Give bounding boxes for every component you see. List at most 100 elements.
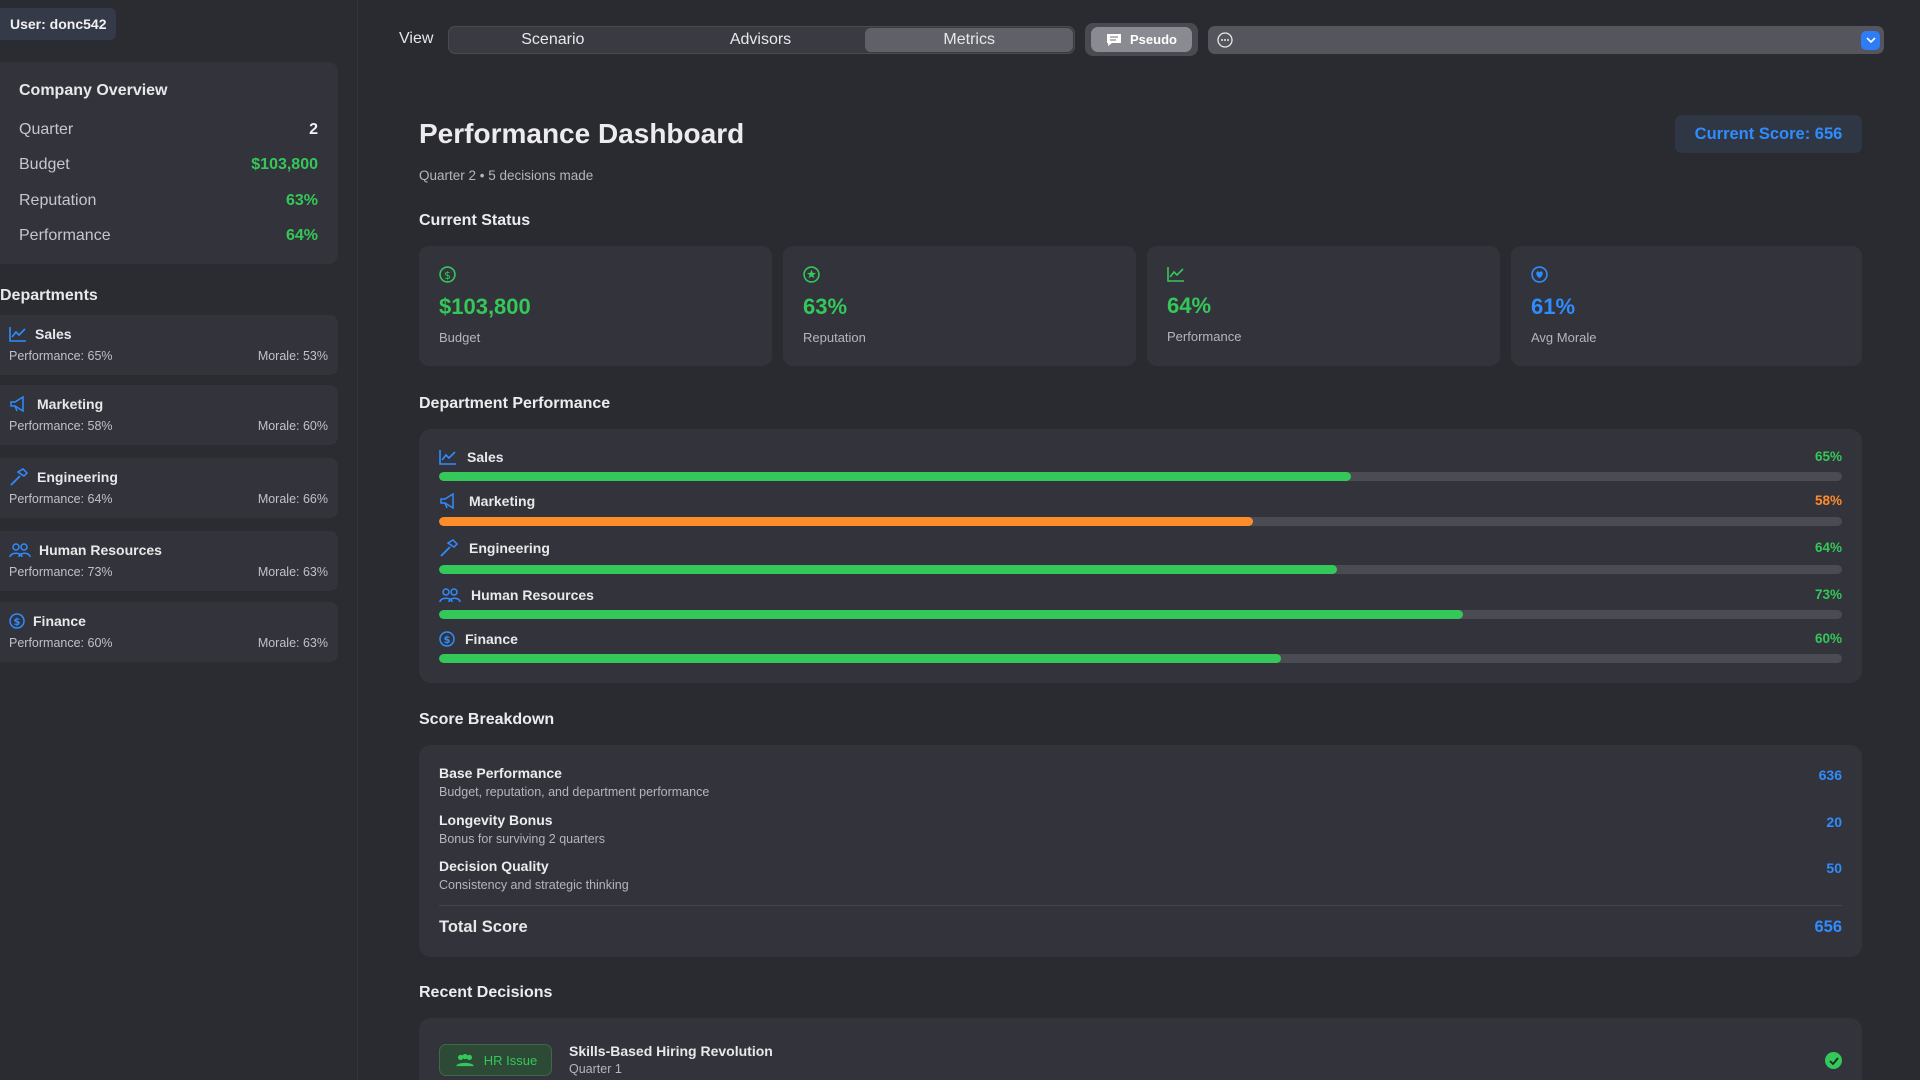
view-label: View xyxy=(399,30,434,47)
chat-bubble-icon xyxy=(1106,33,1122,47)
score-row-longevity-bonus: Longevity Bonus Bonus for surviving 2 qu… xyxy=(439,812,1842,846)
recent-decisions-panel: HR Issue Skills-Based Hiring Revolution … xyxy=(419,1018,1862,1080)
department-name: Sales xyxy=(35,326,72,342)
heart-circle-icon xyxy=(1531,266,1548,283)
progress-track xyxy=(439,654,1842,663)
stat-value: $103,800 xyxy=(439,294,531,319)
progress-fill xyxy=(439,517,1253,526)
sidebar-item-sales[interactable]: Sales Performance: 65% Morale: 53% xyxy=(0,315,338,375)
chevron-down-icon[interactable] xyxy=(1861,31,1880,50)
sidebar: User: donc542 Company Overview Quarter 2… xyxy=(0,0,358,1080)
overview-label: Quarter xyxy=(19,120,74,138)
overview-row-reputation: Reputation 63% xyxy=(19,183,318,219)
department-morale: Morale: 66% xyxy=(257,492,328,506)
total-score-label: Total Score xyxy=(439,918,528,936)
department-morale: Morale: 63% xyxy=(257,565,328,579)
sidebar-item-engineering[interactable]: Engineering Performance: 64% Morale: 66% xyxy=(0,458,338,518)
tab-advisors[interactable]: Advisors xyxy=(729,31,792,48)
score-row-desc: Bonus for surviving 2 quarters xyxy=(439,832,606,846)
hammer-icon xyxy=(9,468,29,486)
decision-tag: HR Issue xyxy=(439,1044,552,1076)
perf-row-pct: 60% xyxy=(1814,631,1842,646)
perf-row-pct: 73% xyxy=(1814,587,1842,602)
overview-label: Reputation xyxy=(19,191,97,209)
company-overview-panel: Company Overview Quarter 2 Budget $103,8… xyxy=(0,62,338,264)
current-status-title: Current Status xyxy=(419,212,531,229)
chart-line-icon xyxy=(439,449,457,465)
departments-title: Departments xyxy=(0,287,98,304)
score-row-name: Base Performance xyxy=(439,765,562,781)
sidebar-item-marketing[interactable]: Marketing Performance: 58% Morale: 60% xyxy=(0,385,338,445)
stat-value: 61% xyxy=(1531,294,1576,319)
overview-value: 2 xyxy=(309,120,318,138)
progress-track xyxy=(439,565,1842,574)
svg-text:$: $ xyxy=(14,617,21,628)
progress-fill xyxy=(439,610,1464,619)
progress-fill xyxy=(439,565,1337,574)
user-badge: User: donc542 xyxy=(0,8,117,40)
stat-label: Avg Morale xyxy=(1531,330,1597,345)
score-row-decision-quality: Decision Quality Consistency and strateg… xyxy=(439,858,1842,892)
pseudo-label: Pseudo xyxy=(1130,32,1177,47)
stat-value: 64% xyxy=(1167,293,1212,318)
department-name: Marketing xyxy=(37,396,104,412)
perf-row-human-resources: Human Resources 73% xyxy=(439,585,1842,605)
overview-row-budget: Budget $103,800 xyxy=(19,148,318,184)
perf-row-pct: 58% xyxy=(1814,493,1842,508)
decision-tag-label: HR Issue xyxy=(483,1052,538,1068)
people-icon xyxy=(439,587,461,603)
overview-value: 63% xyxy=(285,191,318,209)
department-morale: Morale: 63% xyxy=(257,636,328,650)
score-row-name: Longevity Bonus xyxy=(439,812,553,828)
perf-row-pct: 65% xyxy=(1814,449,1842,464)
department-performance: Performance: 58% xyxy=(9,419,113,433)
chart-line-icon xyxy=(9,326,27,342)
perf-row-sales: Sales 65% xyxy=(439,447,1842,467)
options-select[interactable] xyxy=(1208,26,1884,54)
recent-decisions-title: Recent Decisions xyxy=(419,984,553,1001)
stat-label: Performance xyxy=(1167,329,1242,344)
perf-row-name: Engineering xyxy=(469,540,550,556)
dollar-circle-icon: $ xyxy=(439,631,455,647)
department-name: Finance xyxy=(33,613,86,629)
current-score-badge: Current Score: 656 xyxy=(1675,115,1862,153)
overview-label: Budget xyxy=(19,156,70,174)
stat-label: Budget xyxy=(439,330,481,345)
overview-value: 64% xyxy=(285,227,318,245)
company-overview-title: Company Overview xyxy=(19,82,168,99)
sidebar-item-human-resources[interactable]: Human Resources Performance: 73% Morale:… xyxy=(0,531,338,591)
star-circle-icon xyxy=(803,266,820,283)
score-breakdown-title: Score Breakdown xyxy=(419,711,555,728)
overview-value: $103,800 xyxy=(251,156,318,174)
department-performance: Performance: 65% xyxy=(9,349,113,363)
megaphone-icon xyxy=(439,493,459,509)
megaphone-icon xyxy=(9,396,29,412)
score-row-desc: Consistency and strategic thinking xyxy=(439,878,629,892)
stat-card-avg-morale: 61% Avg Morale xyxy=(1511,246,1862,366)
people-icon xyxy=(454,1053,476,1067)
score-row-base-performance: Base Performance Budget, reputation, and… xyxy=(439,765,1842,799)
department-name: Human Resources xyxy=(39,542,162,558)
progress-fill xyxy=(439,472,1351,481)
tab-scenario[interactable]: Scenario xyxy=(521,31,585,48)
hammer-icon xyxy=(439,539,459,557)
people-icon xyxy=(9,542,31,558)
sidebar-item-finance[interactable]: $ Finance Performance: 60% Morale: 63% xyxy=(0,602,338,662)
overview-label: Performance xyxy=(19,227,111,245)
divider xyxy=(439,905,1842,906)
tab-metrics[interactable]: Metrics xyxy=(865,28,1074,52)
view-segmented-control: Scenario Advisors Metrics xyxy=(448,26,1075,54)
ellipsis-circle-icon xyxy=(1217,32,1233,48)
department-performance-panel: Sales 65% Marketing 58% Engineering 64% xyxy=(419,429,1862,683)
total-score-value: 656 xyxy=(1814,918,1842,936)
decision-title: Skills-Based Hiring Revolution xyxy=(569,1043,773,1059)
perf-row-name: Human Resources xyxy=(471,587,594,603)
pseudo-button[interactable]: Pseudo xyxy=(1091,27,1192,52)
progress-track xyxy=(439,610,1842,619)
stat-card-performance: 64% Performance xyxy=(1147,246,1500,366)
dollar-circle-icon: $ xyxy=(439,266,456,283)
department-performance-title: Department Performance xyxy=(419,395,611,412)
checkmark-icon xyxy=(1825,1052,1842,1069)
svg-text:$: $ xyxy=(444,635,451,646)
score-row-desc: Budget, reputation, and department perfo… xyxy=(439,785,710,799)
